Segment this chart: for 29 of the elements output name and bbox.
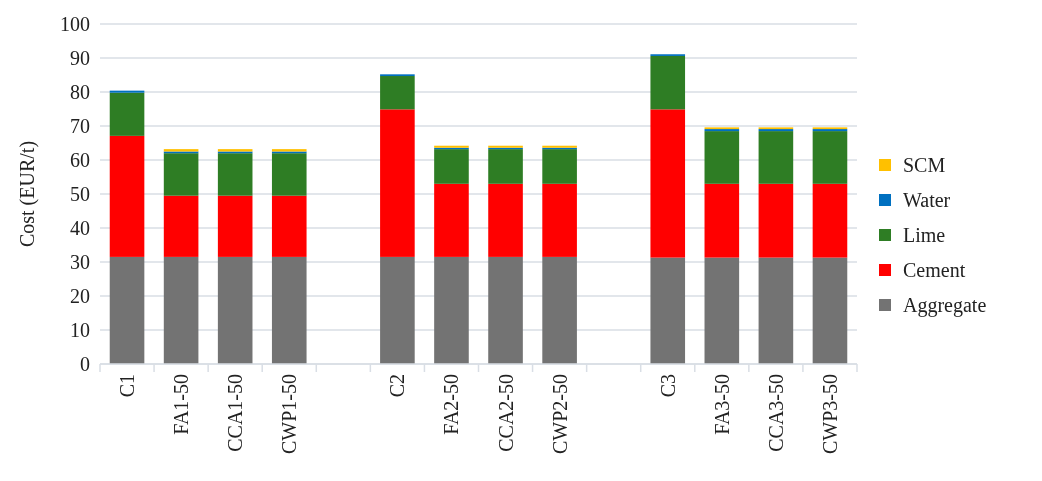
y-tick-label: 70 [70, 114, 90, 137]
y-tick-label: 0 [80, 352, 90, 375]
y-tick-label: 50 [70, 182, 90, 205]
legend-label: Aggregate [903, 294, 987, 317]
x-tick-label: C3 [656, 374, 679, 398]
legend-label: Water [903, 189, 951, 211]
y-tick-label: 100 [60, 12, 90, 35]
y-tick-label: 80 [70, 80, 90, 103]
x-tick-label: CWP1-50 [278, 374, 301, 454]
y-tick-label: 30 [70, 250, 90, 273]
x-tick-label: CCA3-50 [764, 374, 787, 452]
x-tick-label: FA2-50 [440, 374, 463, 435]
legend-label: Cement [903, 259, 966, 281]
y-axis-title: Cost (EUR/t) [16, 140, 39, 248]
x-tick-label: C1 [116, 374, 139, 398]
y-tick-label: 90 [70, 46, 90, 69]
x-tick-label: FA3-50 [710, 374, 733, 435]
y-tick-label: 60 [70, 148, 90, 171]
x-tick-label: CWP2-50 [548, 374, 571, 454]
x-tick-label: CWP3-50 [818, 374, 841, 454]
y-tick-label: 10 [70, 318, 90, 341]
x-tick-label: CCA1-50 [224, 374, 247, 452]
y-tick-label: 20 [70, 284, 90, 307]
y-tick-label: 40 [70, 216, 90, 239]
legend-label: SCM [903, 154, 946, 176]
x-tick-label: FA1-50 [170, 374, 193, 435]
legend-label: Lime [903, 224, 946, 246]
x-tick-label: C2 [386, 374, 409, 398]
x-tick-label: CCA2-50 [494, 374, 517, 452]
